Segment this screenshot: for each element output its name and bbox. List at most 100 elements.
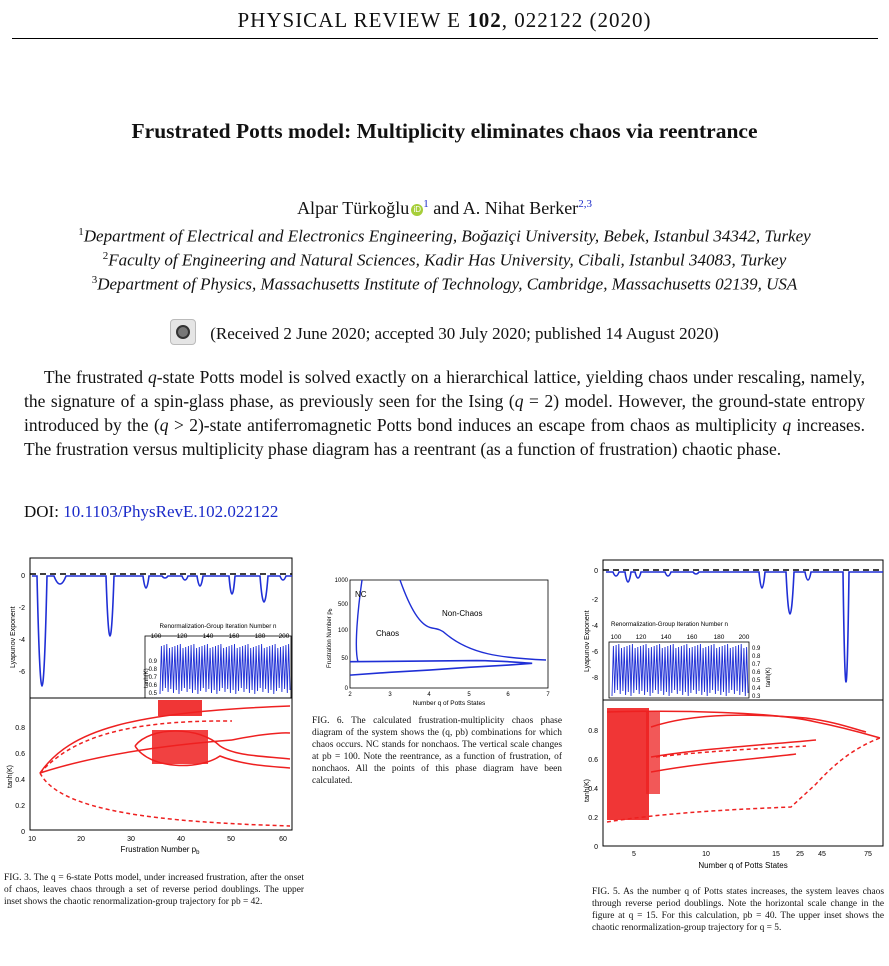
fig3-top-ytick: 0 [21, 573, 25, 580]
fig5-bottom-ytick: 0.8 [588, 728, 598, 735]
header-rule [12, 38, 878, 39]
fig5-top-ytick: -6 [592, 649, 598, 656]
fig3-bottom-ytick: 0.2 [15, 803, 25, 810]
fig5-xtick: 25 [796, 851, 804, 858]
author-1-affiliation[interactable]: 1 [423, 198, 429, 210]
article-number: , 022122 (2020) [501, 8, 652, 32]
fig5-inset-xtick: 160 [687, 634, 698, 641]
fig6-xtick: 7 [546, 692, 550, 698]
fig3-xtick: 60 [279, 836, 287, 843]
fig6-chaos-boundary [399, 579, 547, 661]
fig5-bottom-ylabel: tanh(K) [584, 779, 591, 802]
fig5-top-ylabel: Lyapunov Exponent [584, 610, 591, 672]
fig5-branch-2 [650, 714, 867, 733]
fig6-xtick: 3 [388, 692, 392, 698]
fig5-branch-4 [650, 753, 797, 773]
author-1[interactable]: Alpar Türkoğlu [297, 198, 410, 218]
fig3-bottom-ytick: 0 [21, 829, 25, 836]
fig5-top-ytick: -8 [592, 675, 598, 682]
fig6-ytick: 1000 [335, 578, 349, 584]
fig3-inset-title: Renormalization-Group Iteration Number n [160, 623, 277, 630]
fig5-inset-ytick: 0.9 [752, 646, 761, 652]
fig3-top-ylabel: Lyapunov Exponent [10, 606, 17, 668]
fig5-caption: FIG. 5. As the number q of Potts states … [592, 887, 884, 933]
fig5-bottom-ytick: 0.4 [588, 786, 598, 793]
fig3-unstable-branch-2 [39, 720, 233, 774]
received-text: (Received 2 June 2020; accepted 30 July … [210, 324, 719, 343]
author-line: Alpar Türkoğlu iD 1 and A. Nihat Berker2,3 [0, 198, 889, 219]
fig3-inset-ytick: 0.9 [149, 659, 158, 665]
fig3-unstable-branch [39, 772, 291, 827]
fig5-xtick: 5 [632, 851, 636, 858]
fig3-bottom-ylabel: tanh(K) [7, 765, 14, 788]
fig3-xtick: 40 [177, 836, 185, 843]
fig5-inset-title: Renormalization-Group Iteration Number n [611, 621, 728, 628]
affiliation-2: 2Faculty of Engineering and Natural Scie… [0, 250, 889, 271]
fig6-xlabel: Number q of Potts States [413, 700, 486, 707]
author-2-affiliation[interactable]: 2,3 [578, 198, 592, 210]
fig3-xtick: 30 [127, 836, 135, 843]
fig5-top-ytick: -2 [592, 597, 598, 604]
fig6-ytick: 0 [345, 686, 349, 692]
fig5-inset-ytick: 0.8 [752, 654, 761, 660]
fig5-bottom-ytick: 0.6 [588, 757, 598, 764]
fig5-bottom-ytick: 0 [594, 844, 598, 851]
fig5-inset-ytick: 0.7 [752, 662, 761, 668]
fig6-ytick: 500 [338, 602, 349, 608]
journal-header: PHYSICAL REVIEW E 102, 022122 (2020) [0, 8, 889, 33]
fig5-branch-1 [606, 710, 881, 739]
fig5-xtick: 45 [818, 851, 826, 858]
fig6-xtick: 6 [506, 692, 510, 698]
fig6-xtick: 2 [348, 692, 352, 698]
fig5-xlabel: Number q of Potts States [698, 861, 787, 870]
fig3-xtick: 20 [77, 836, 85, 843]
fig3-inset-trajectory [159, 643, 291, 695]
fig3-lyapunov-curve [32, 575, 292, 687]
fig3-bottom-ytick: 0.6 [15, 751, 25, 758]
author-2[interactable]: A. Nihat Berker [462, 198, 579, 218]
fig5-inset-xtick: 120 [636, 634, 647, 641]
fig5-lyapunov-curve [606, 571, 883, 683]
fig3-inset-ylabel: tanh(K) [144, 668, 150, 688]
crossmark-icon[interactable] [170, 319, 197, 345]
fig5-unstable-branch-2 [655, 745, 807, 758]
author-separator: and [428, 198, 463, 218]
fig3-inset-xtick: 100 [151, 633, 162, 640]
fig3-figure: 0 -2 -4 -6 Lyapunov Exponent Renormaliza… [7, 557, 293, 856]
doi-label: DOI: [24, 502, 64, 521]
fig3-bottom-ytick: 0.8 [15, 725, 25, 732]
fig5-inset-ytick: 0.4 [752, 686, 761, 692]
fig5-inset-xtick: 200 [739, 634, 750, 641]
orcid-icon[interactable]: iD [411, 204, 424, 216]
fig5-figure: 0 -2 -4 -6 -8 Lyapunov Exponent Renormal… [584, 559, 884, 870]
fig5-unstable-branch [606, 737, 881, 823]
fig5-bottom-ytick: 0.2 [588, 815, 598, 822]
fig3-upper-branch [39, 705, 291, 774]
fig3-xtick: 10 [28, 836, 36, 843]
fig5-inset-trajectory [611, 643, 749, 697]
abstract: The frustrated q-state Potts model is so… [24, 367, 865, 459]
fig5-bifurcation [606, 710, 881, 823]
fig3-inset-ytick: 0.5 [149, 691, 158, 697]
fig3-top-ytick: -2 [19, 605, 25, 612]
fig3-top-ytick: -4 [19, 637, 25, 644]
fig3-inset-ytick: 0.7 [149, 675, 158, 681]
fig3-tail [231, 732, 291, 741]
affiliation-2-number: 2 [102, 250, 109, 262]
doi-link[interactable]: 10.1103/PhysRevE.102.022122 [63, 502, 279, 521]
fig6-ytick: 50 [341, 656, 348, 662]
fig5-inset-ylabel: tanh(K) [766, 667, 772, 687]
affiliation-1-number: 1 [78, 226, 84, 238]
fig5-inset-xtick: 180 [714, 634, 725, 641]
affiliation-3-text: Department of Physics, Massachusetts Ins… [97, 274, 798, 294]
doi-line: DOI: 10.1103/PhysRevE.102.022122 [24, 502, 278, 522]
fig5-inset-ytick: 0.3 [752, 694, 761, 700]
fig5-xtick: 75 [864, 851, 872, 858]
affiliation-2-text: Faculty of Engineering and Natural Scien… [108, 250, 787, 270]
fig5-inset-ytick: 0.6 [752, 670, 761, 676]
fig6-xtick: 4 [427, 692, 431, 698]
fig3-caption: FIG. 3. The q = 6-state Potts model, und… [4, 873, 304, 907]
fig6-xtick: 5 [467, 692, 471, 698]
fig6-figure: NC Chaos Non-Chaos 2 3 4 5 6 7 0 50 100 … [327, 578, 550, 707]
fig6-region-nonchaos: Non-Chaos [442, 609, 482, 618]
